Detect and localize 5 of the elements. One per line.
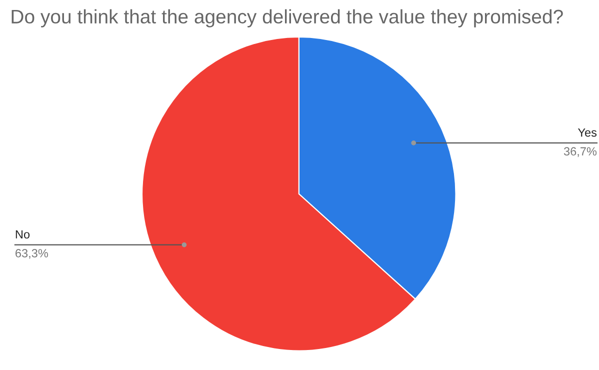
- slice-label: No: [16, 230, 30, 239]
- data-label: 63,3%: [16, 249, 48, 259]
- slice-label: Yes: [578, 128, 597, 137]
- data-label: 36,7%: [564, 147, 597, 157]
- chart-title: Do you think that the agency delivered the value they promised?: [12, 9, 563, 28]
